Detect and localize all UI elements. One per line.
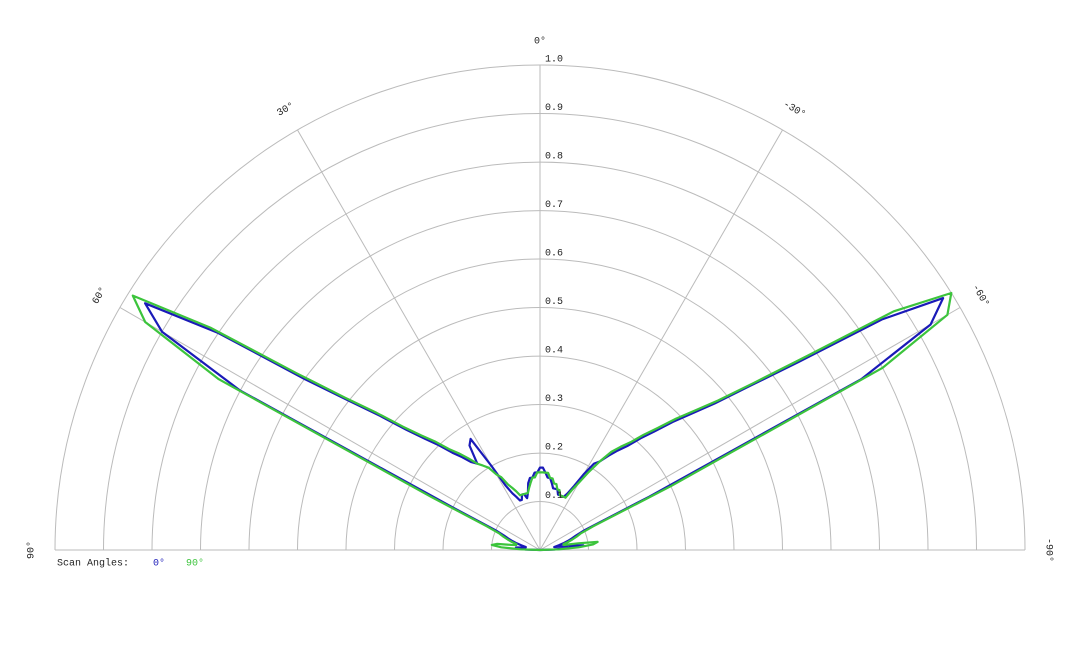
theta-tick-label: 60° [90, 285, 109, 307]
r-tick-label: 0.4 [545, 346, 563, 357]
theta-tick-label: -90° [1042, 538, 1054, 562]
theta-tick-label: 0° [534, 36, 546, 48]
r-tick-label: 0.2 [545, 443, 563, 454]
grid-spoke [539, 129, 783, 551]
series-line [131, 291, 953, 552]
theta-tick-label: 30° [275, 100, 297, 119]
plot-area [131, 291, 953, 552]
grid-spoke [539, 307, 961, 551]
legend-entry: 90° [186, 558, 204, 570]
r-tick-label: 0.7 [545, 200, 563, 211]
theta-tick-label: 90° [26, 541, 38, 559]
theta-tick-label: -60° [969, 282, 991, 309]
r-tick-label: 0.3 [545, 394, 563, 405]
grid [54, 64, 1026, 551]
grid-spoke [297, 129, 541, 551]
r-tick-label: 0.8 [545, 152, 563, 163]
series-line [144, 297, 945, 552]
r-tick-label: 0.9 [545, 103, 563, 114]
r-tick-label: 1.0 [545, 55, 563, 66]
r-tick-label: 0.6 [545, 249, 563, 260]
legend-entry: 0° [153, 558, 165, 570]
r-tick-label: 0.1 [545, 491, 563, 502]
theta-tick-label: -30° [781, 99, 808, 121]
r-tick-label: 0.5 [545, 297, 563, 308]
legend-title: Scan Angles: [57, 558, 129, 570]
grid-spoke [119, 307, 541, 551]
